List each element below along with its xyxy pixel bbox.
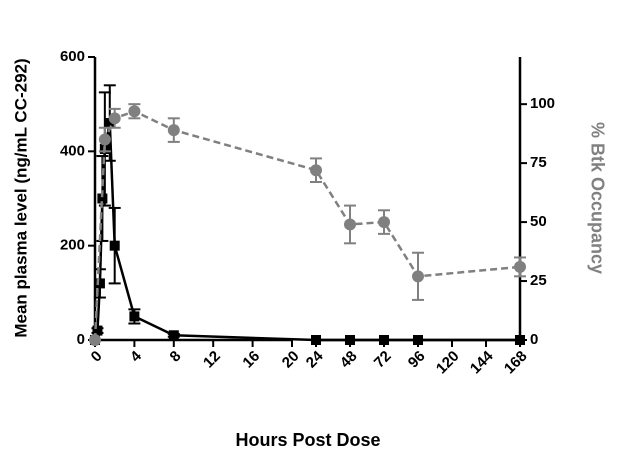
x-tick-label: 8 bbox=[167, 348, 185, 366]
marker bbox=[89, 334, 101, 346]
y2-tick-label: 75 bbox=[530, 154, 547, 171]
marker bbox=[412, 270, 424, 283]
marker bbox=[344, 218, 356, 231]
y2-tick-label: 0 bbox=[530, 331, 538, 348]
x-tick-label: 72 bbox=[371, 348, 395, 372]
y2-tick-label: 25 bbox=[530, 272, 547, 289]
y2-axis-title: % Btk Occupancy bbox=[587, 122, 607, 274]
marker bbox=[98, 133, 111, 146]
marker bbox=[379, 335, 389, 345]
x-tick-label: 48 bbox=[337, 348, 361, 372]
marker bbox=[97, 193, 108, 204]
x-axis-title: Hours Post Dose bbox=[235, 430, 380, 450]
x-tick-label: 20 bbox=[279, 348, 303, 372]
marker bbox=[104, 118, 115, 129]
x-tick-label: 12 bbox=[200, 348, 224, 372]
line bbox=[93, 109, 521, 341]
y-tick-label: 200 bbox=[60, 237, 85, 254]
marker bbox=[94, 278, 105, 289]
y-tick-label: 400 bbox=[60, 142, 85, 159]
marker bbox=[311, 335, 321, 345]
line bbox=[93, 122, 520, 342]
y-tick-label: 0 bbox=[77, 331, 85, 348]
marker bbox=[378, 216, 390, 229]
x-tick-label: 0 bbox=[88, 348, 106, 366]
marker bbox=[345, 335, 355, 345]
marker bbox=[109, 240, 120, 251]
x-tick-label: 96 bbox=[405, 348, 429, 372]
marker bbox=[515, 335, 525, 345]
marker bbox=[167, 124, 180, 137]
marker bbox=[108, 112, 121, 125]
x-tick-label: 144 bbox=[467, 347, 497, 377]
y2-tick-label: 100 bbox=[530, 95, 555, 112]
marker bbox=[310, 164, 322, 177]
x-tick-label: 120 bbox=[433, 348, 463, 378]
y2-tick-label: 50 bbox=[530, 213, 547, 230]
marker bbox=[168, 330, 179, 341]
marker bbox=[413, 335, 423, 345]
x-tick-label: 24 bbox=[303, 347, 327, 371]
x-tick-label: 168 bbox=[501, 348, 531, 378]
y-tick-label: 600 bbox=[60, 48, 85, 65]
marker bbox=[128, 105, 141, 118]
y-axis-title: Mean plasma level (ng/mL CC-292) bbox=[11, 58, 30, 337]
marker bbox=[92, 325, 103, 336]
x-tick-label: 16 bbox=[239, 348, 263, 372]
x-tick-label: 4 bbox=[127, 347, 145, 365]
marker bbox=[129, 311, 140, 322]
marker bbox=[514, 260, 526, 273]
